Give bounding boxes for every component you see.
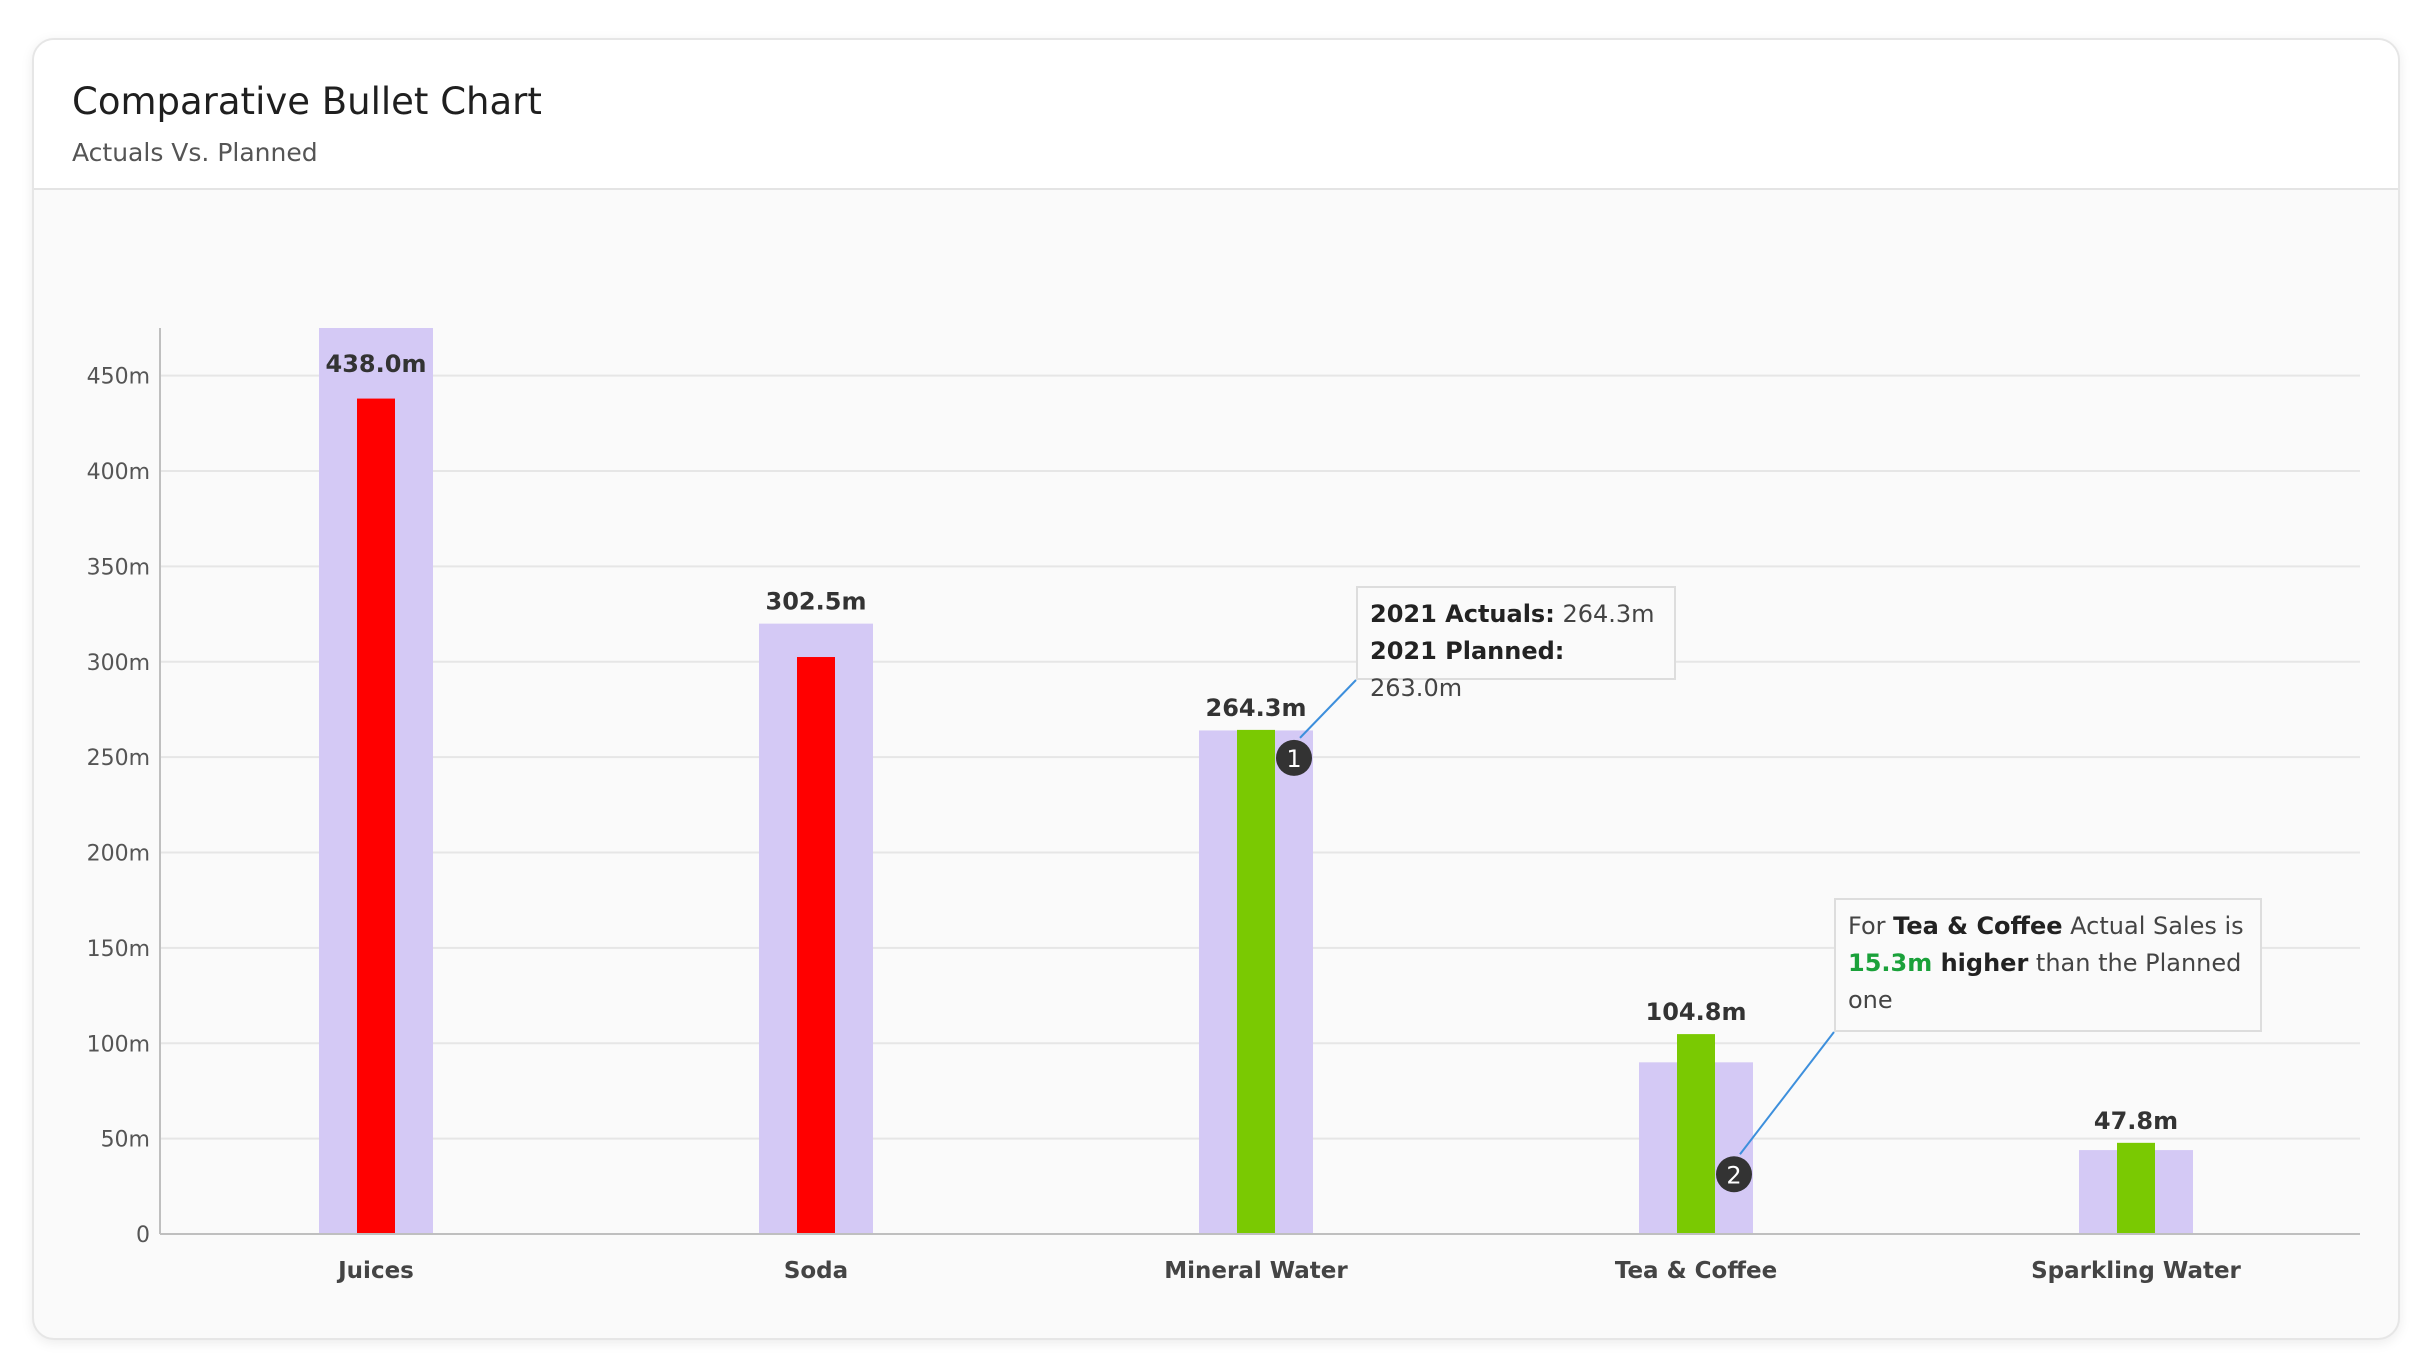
annotation-connector bbox=[1299, 679, 1357, 739]
card-header: Comparative Bullet Chart Actuals Vs. Pla… bbox=[34, 40, 2398, 190]
chart-card: Comparative Bullet Chart Actuals Vs. Pla… bbox=[32, 38, 2400, 1340]
annotation-connector bbox=[1739, 1031, 1835, 1155]
x-category-label: Mineral Water bbox=[1164, 1258, 1348, 1284]
annotation-marker-label: 2 bbox=[1726, 1161, 1741, 1189]
annotation-marker-label: 1 bbox=[1286, 745, 1301, 773]
y-tick-label: 0 bbox=[136, 1223, 150, 1248]
x-category-label: Juices bbox=[336, 1258, 414, 1284]
data-label: 264.3m bbox=[1206, 694, 1307, 722]
actual-bar bbox=[357, 398, 395, 1234]
y-tick-label: 300m bbox=[87, 651, 150, 676]
bullet-chart: 0 50m 100m 150m 200m 250m 300m 350m 400m 450m 438.… bbox=[87, 328, 2360, 1284]
y-tick-label: 200m bbox=[87, 842, 150, 867]
annotation-marker bbox=[1276, 739, 1312, 776]
actual-bar bbox=[1677, 1034, 1715, 1234]
axis-layer bbox=[159, 328, 2360, 1235]
chart-subtitle: Actuals Vs. Planned bbox=[72, 138, 318, 167]
y-tick-label: 150m bbox=[87, 937, 150, 962]
y-tick-label: 350m bbox=[87, 555, 150, 580]
y-tick-label: 50m bbox=[101, 1128, 150, 1153]
data-label: 104.8m bbox=[1646, 998, 1747, 1026]
bars-layer bbox=[319, 328, 2193, 1234]
y-tick-label: 250m bbox=[87, 746, 150, 771]
y-tick-label: 100m bbox=[87, 1032, 150, 1057]
y-tick-label: 400m bbox=[87, 460, 150, 485]
data-label: 302.5m bbox=[766, 588, 867, 616]
annotation-box-2: For Tea & Coffee Actual Sales is 15.3m h… bbox=[1834, 898, 2262, 1032]
x-category-label: Tea & Coffee bbox=[1615, 1258, 1777, 1284]
data-label: 47.8m bbox=[2094, 1107, 2178, 1135]
actual-bar bbox=[797, 657, 835, 1234]
annotation-box-1: 2021 Actuals: 264.3m 2021 Planned: 263.0… bbox=[1356, 586, 1676, 702]
x-category-label: Sparkling Water bbox=[2031, 1258, 2241, 1284]
y-tick-label: 450m bbox=[87, 365, 150, 390]
chart-title: Comparative Bullet Chart bbox=[72, 80, 542, 123]
annotation-marker bbox=[1716, 1156, 1752, 1193]
actual-bar bbox=[1237, 729, 1275, 1234]
annotation-1-line1: 2021 Actuals: 264.3m bbox=[1370, 600, 1655, 628]
data-label: 438.0m bbox=[326, 350, 427, 378]
labels-layer: 0 50m 100m 150m 200m 250m 300m 350m 400m 450m 438.… bbox=[87, 350, 2242, 1284]
x-category-label: Soda bbox=[784, 1258, 848, 1284]
actual-bar bbox=[2117, 1142, 2155, 1234]
annotation-layer: 12 bbox=[1276, 679, 1835, 1193]
annotation-1-line2: 2021 Planned: 263.0m bbox=[1370, 637, 1565, 702]
